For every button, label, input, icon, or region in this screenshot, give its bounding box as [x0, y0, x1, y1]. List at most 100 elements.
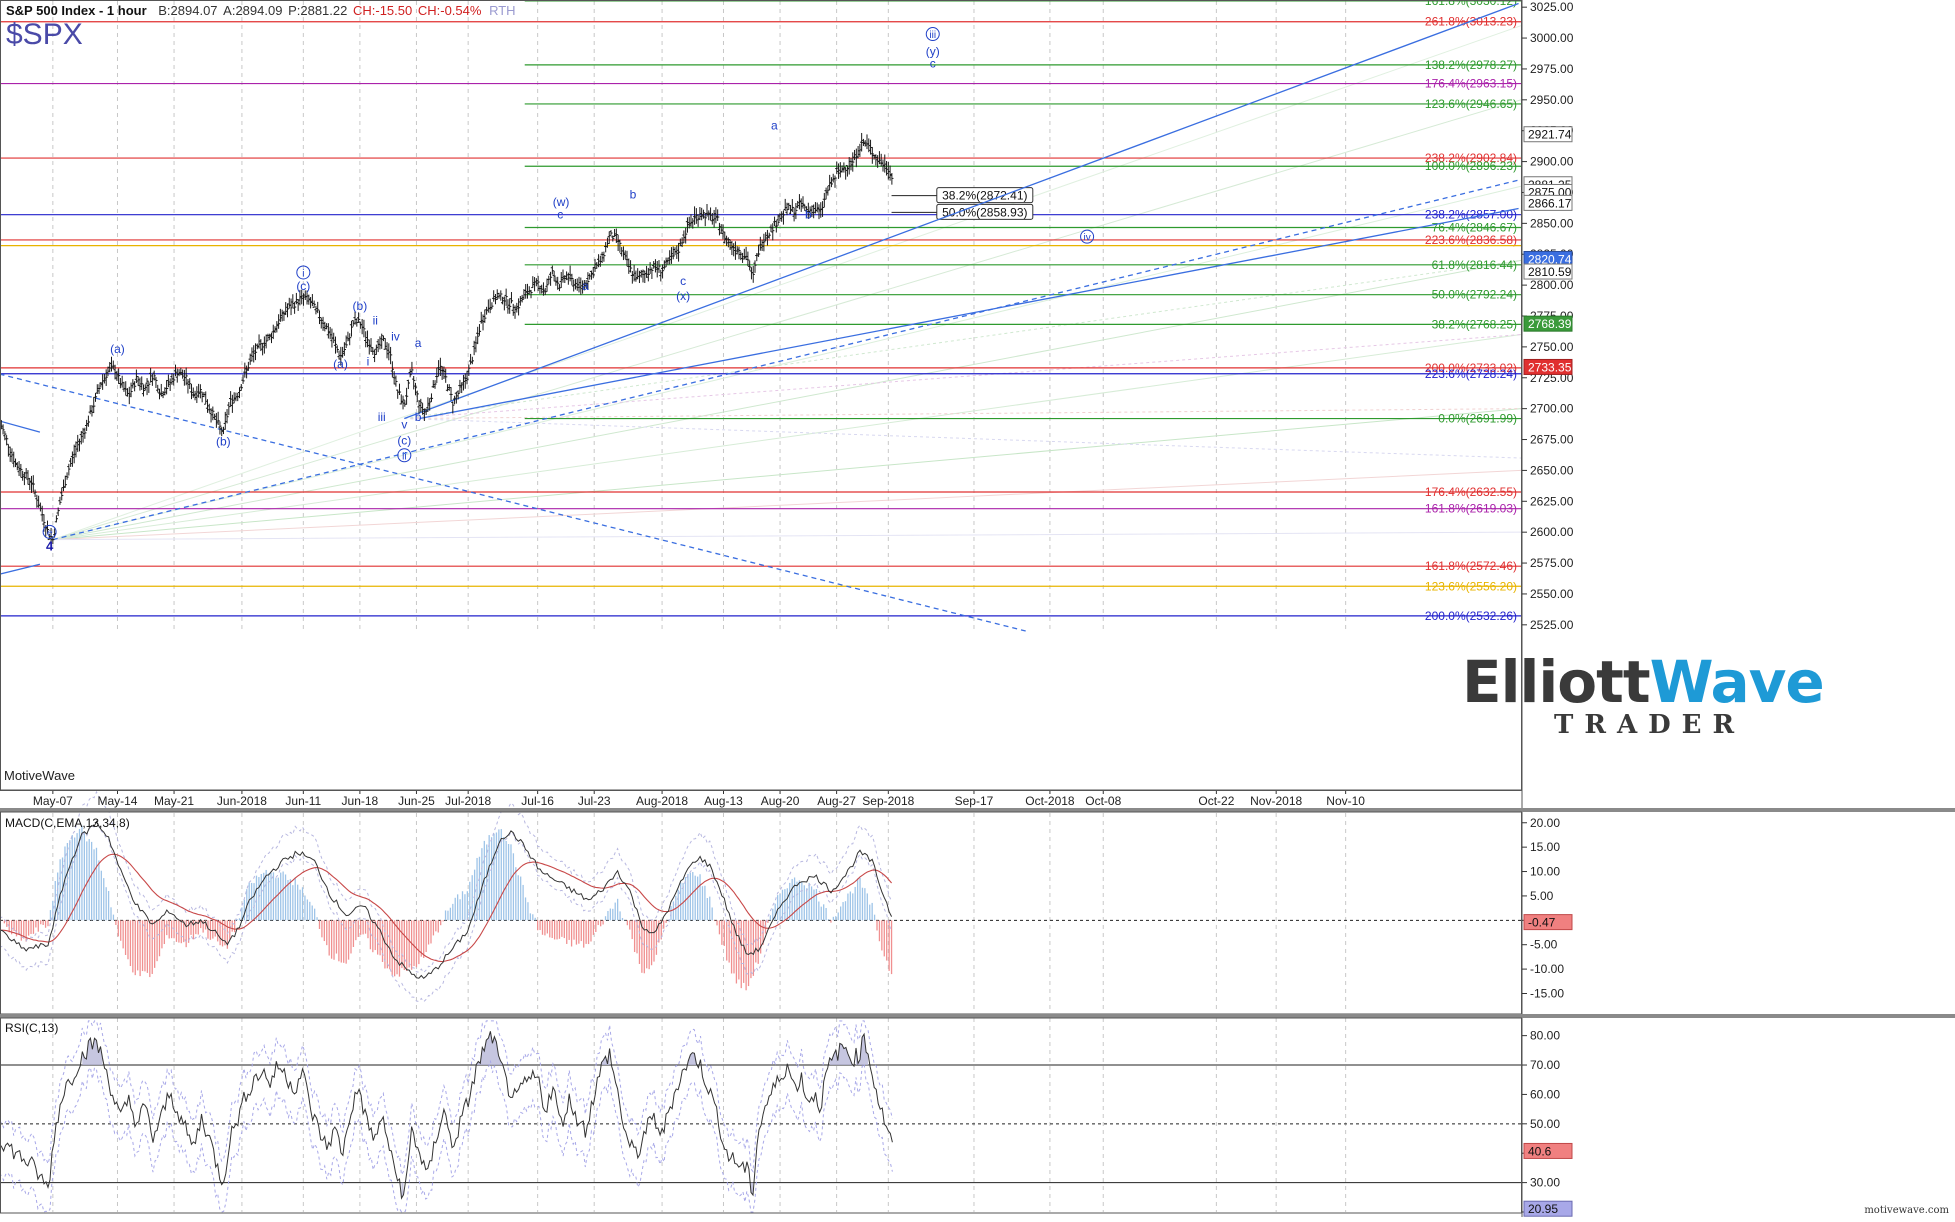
price-bar [774, 220, 778, 233]
rsi-current-low-box [1523, 1200, 1573, 1217]
price-bar [756, 244, 761, 257]
rsi-zone-fill [829, 1043, 852, 1065]
fib-label-12: 50.0%(2792.24) [1432, 288, 1517, 302]
price-bar [737, 246, 741, 260]
price-bar [58, 496, 62, 505]
price-bar [225, 409, 229, 424]
rsi-panel-frame [0, 1017, 1522, 1214]
wave-label-6: (a) [333, 357, 348, 371]
macd-line [0, 820, 893, 979]
macd-tick-label-7: -15.00 [1530, 986, 1564, 1000]
price-bar [349, 320, 354, 337]
price-bar [19, 463, 23, 478]
macd-signal-line [0, 853, 893, 963]
price-bar [241, 374, 245, 384]
price-tick-label-13: 2700.00 [1530, 402, 1574, 416]
price-bar [401, 395, 405, 410]
price-bar [716, 209, 720, 221]
fib-label-19: 161.8%(2572.46) [1425, 559, 1517, 573]
price-bar [289, 298, 293, 316]
bid-value: B:2894.07 [158, 3, 218, 18]
price-bar [829, 177, 834, 188]
time-tick-label-11: Aug-13 [704, 794, 743, 808]
fan-line-b-1 [404, 408, 1522, 420]
wave-label-26: (y) [926, 44, 940, 58]
price-axis-label-3-text: 2866.17 [1528, 196, 1572, 210]
price-bar [45, 520, 50, 534]
retrace-label-0: 38.2%(2872.41) [942, 189, 1027, 203]
price-bar [545, 278, 549, 292]
wave-label-12: a [415, 336, 422, 350]
fib-label-15: 223.6%(2728.24) [1425, 367, 1517, 381]
price-bar [154, 376, 158, 388]
wave-label-24: b [805, 207, 812, 221]
macd-tick-label-1: 15.00 [1530, 840, 1560, 854]
wave-label-28: iv [1083, 233, 1090, 244]
price-bar [548, 271, 553, 286]
price-bar [851, 152, 855, 172]
rsi-tick-label-0: 80.00 [1530, 1029, 1560, 1043]
price-bar [5, 435, 9, 446]
price-bar [550, 265, 554, 275]
price-bar [67, 463, 71, 476]
wave-label-8: ii [373, 314, 378, 328]
rsi-current-text: 40.6 [1528, 1144, 1552, 1158]
change-pct-value: CH:-0.54% [417, 3, 482, 18]
price-bar [86, 415, 90, 427]
price-bar [253, 343, 258, 361]
price-tick-label-18: 2575.00 [1530, 556, 1574, 570]
price-bar [239, 384, 243, 391]
change-value: CH:-15.50 [352, 3, 413, 18]
price-bar [348, 333, 352, 346]
price-bar [520, 294, 524, 303]
rsi-tick-label-1: 70.00 [1530, 1058, 1560, 1072]
rsi-zone-fill [751, 1182, 753, 1195]
price-tick-label-9: 2800.00 [1530, 278, 1574, 292]
price-bar [444, 368, 448, 383]
price-axis-label-0-box [1523, 126, 1573, 143]
wave-label-27: c [930, 57, 936, 71]
price-bar [591, 267, 595, 279]
price-bar [394, 375, 398, 387]
price-bar [499, 290, 503, 301]
price-bar [211, 406, 215, 421]
price-bar [410, 361, 414, 374]
chart-header: S&P 500 Index - 1 hour B:2894.07 A:2894.… [6, 3, 524, 18]
fib-label-18: 161.8%(2619.03) [1425, 502, 1517, 516]
price-bar [104, 369, 108, 386]
wave-label-22: (x) [676, 289, 690, 303]
fan-line-4 [52, 99, 1522, 541]
price-bar [404, 387, 409, 405]
price-bar [415, 390, 419, 403]
logo-elliott: Elliott [1462, 648, 1651, 716]
price-bar [312, 300, 316, 308]
price-bar [776, 214, 780, 226]
fib-label-21: 200.0%(2532.26) [1425, 609, 1517, 623]
price-tick-label-0: 3025.00 [1530, 0, 1574, 14]
trend-lines [0, 2, 1519, 632]
price-axis-label-6-text: 2768.39 [1528, 317, 1572, 331]
lower-channel-line [419, 207, 1519, 420]
time-tick-label-5: Jun-18 [342, 794, 379, 808]
price-bar [428, 398, 432, 411]
price-panel-frame [0, 0, 1522, 791]
price-bar [552, 270, 556, 282]
rsi-tick-label-5: 30.00 [1530, 1176, 1560, 1190]
price-bar [870, 146, 874, 164]
rsi-zone-fill [476, 1031, 503, 1065]
logo-trader: TRADER [1554, 710, 1746, 740]
price-tick-label-15: 2650.00 [1530, 463, 1574, 477]
fan-line-0 [52, 408, 1522, 541]
fan-line-6 [52, 469, 1522, 541]
retrace-box-1 [936, 203, 1034, 220]
retrace-label-1: 50.0%(2858.93) [942, 205, 1027, 219]
wave-circle-1 [42, 524, 57, 539]
wave-label-5: (c) [296, 279, 310, 293]
watermark: MotiveWave [4, 768, 76, 783]
time-tick-label-2: May-21 [154, 794, 194, 808]
price-bar [293, 302, 297, 314]
price-bar [31, 475, 35, 493]
price-bar [703, 213, 707, 227]
